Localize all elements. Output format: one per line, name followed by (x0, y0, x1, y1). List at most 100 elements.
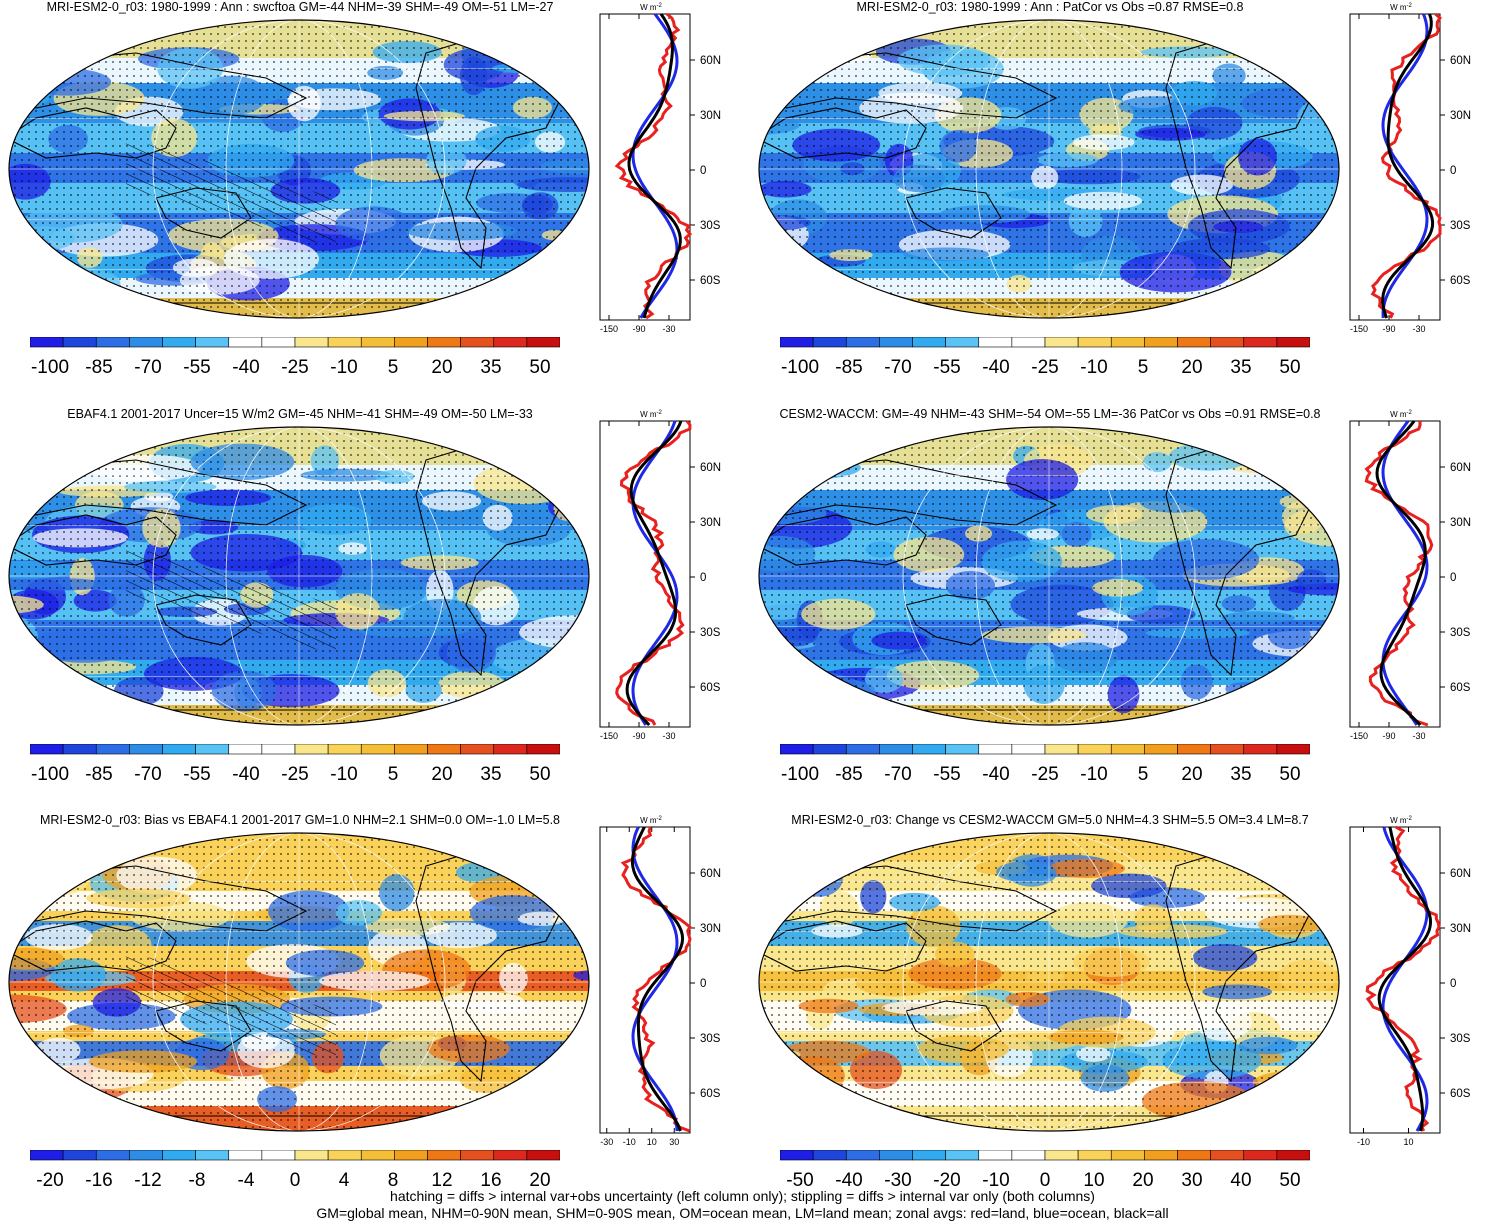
colorbar-label: -25 (281, 764, 308, 785)
colorbar-label: -70 (884, 357, 911, 378)
colorbar-swatch (62, 1150, 97, 1161)
colorbar-label: -25 (1031, 357, 1058, 378)
zonal-curve-ocean (631, 826, 679, 1132)
colorbar-label: 20 (1181, 357, 1202, 378)
colorbar-swatch (1077, 744, 1112, 755)
colorbar: -100 -85 -70 -55 -40 -25 -10 5 20 35 50 (30, 337, 560, 378)
zonal-units-label: W m-2 (640, 410, 662, 419)
colorbar-swatch (526, 337, 560, 348)
colorbar-label: 20 (431, 357, 452, 378)
colorbar-swatch (945, 1150, 980, 1161)
colorbar-label: -55 (183, 357, 210, 378)
latitude-label: 60N (1450, 55, 1471, 67)
zonal-x-tick-label: 10 (1403, 1137, 1413, 1147)
colorbar-swatch (493, 744, 528, 755)
colorbar-swatch (327, 337, 362, 348)
world-map (8, 426, 590, 726)
colorbar-label: 35 (480, 357, 501, 378)
zonal-curve-land (614, 12, 693, 320)
colorbar-swatch (1110, 744, 1145, 755)
colorbar-swatch (1243, 744, 1278, 755)
latitude-label: 0 (1450, 165, 1456, 177)
colorbar-swatch (1044, 337, 1079, 348)
colorbar-label: 20 (1132, 1170, 1153, 1191)
colorbar: -100 -85 -70 -55 -40 -25 -10 5 20 35 50 (780, 337, 1310, 378)
colorbar: -100 -85 -70 -55 -40 -25 -10 5 20 35 50 (780, 744, 1310, 785)
latitude-label: 0 (700, 572, 706, 584)
panel-title: EBAF4.1 2001-2017 Uncer=15 W/m2 GM=-45 N… (67, 407, 533, 421)
zonal-curve-ocean (631, 420, 679, 726)
colorbar-label: -100 (781, 764, 819, 785)
colorbar-label: -10 (982, 1170, 1009, 1191)
colorbar-label: 30 (1181, 1170, 1202, 1191)
colorbar-swatch (1210, 337, 1245, 348)
colorbar-swatch (327, 1150, 362, 1161)
colorbar-swatch (493, 337, 528, 348)
colorbar-label: 50 (1279, 764, 1300, 785)
colorbar-label: 5 (388, 357, 399, 378)
world-map (758, 832, 1340, 1132)
colorbar-label: 50 (1279, 357, 1300, 378)
colorbar-swatch (1276, 337, 1310, 348)
zonal-mean-plot: W m-2 -150 -90 -30 60N 30N 0 30S 60S (599, 410, 721, 741)
colorbar-label: -55 (933, 357, 960, 378)
footer-line-1: hatching = diffs > internal var+obs unce… (390, 1188, 1095, 1204)
colorbar-swatch (912, 1150, 946, 1161)
latitude-label: 30S (1450, 220, 1471, 232)
latitude-label: 30S (1450, 627, 1471, 639)
zonal-x-tick-label: -10 (1357, 1137, 1370, 1147)
zonal-x-tick-label: -150 (600, 731, 618, 741)
latitude-label: 30N (1450, 517, 1471, 529)
colorbar-swatch (360, 744, 395, 755)
colorbar-swatch (945, 744, 980, 755)
colorbar-swatch (1144, 744, 1178, 755)
colorbar-label: -40 (232, 357, 259, 378)
colorbar-swatch (195, 744, 230, 755)
zonal-x-tick-label: -30 (600, 1137, 613, 1147)
world-map (758, 426, 1340, 726)
colorbar-label: -70 (884, 764, 911, 785)
colorbar-swatch (1276, 1150, 1310, 1161)
colorbar-swatch (1144, 337, 1178, 348)
colorbar-label: -25 (1031, 764, 1058, 785)
panel-3: CESM2-WACCM: GM=-49 NHM=-43 SHM=-54 OM=-… (750, 407, 1485, 812)
zonal-curve-land (1365, 825, 1441, 1132)
colorbar-label: 35 (1230, 764, 1251, 785)
zonal-curve-all (1377, 826, 1433, 1132)
colorbar-swatch (845, 1150, 880, 1161)
colorbar-swatch (195, 337, 230, 348)
zonal-curve-ocean (1381, 826, 1429, 1132)
colorbar-label: -40 (982, 764, 1009, 785)
colorbar-label: -10 (1080, 764, 1107, 785)
colorbar-swatch (978, 337, 1013, 348)
latitude-label: 60S (1450, 1088, 1471, 1100)
latitude-label: 60N (1450, 462, 1471, 474)
panel-title: CESM2-WACCM: GM=-49 NHM=-43 SHM=-54 OM=-… (779, 407, 1321, 421)
latitude-label: 30N (1450, 923, 1471, 935)
colorbar-swatch (460, 744, 495, 755)
colorbar-label: -40 (982, 357, 1009, 378)
zonal-curve-ocean (631, 13, 679, 319)
colorbar-label: -25 (281, 357, 308, 378)
colorbar-swatch (129, 744, 163, 755)
colorbar-swatch (1110, 1150, 1145, 1161)
latitude-label: 0 (1450, 572, 1456, 584)
colorbar-swatch (780, 744, 814, 755)
zonal-x-tick-label: -150 (600, 324, 618, 334)
zonal-curve-land (1370, 12, 1442, 319)
colorbar-swatch (812, 1150, 847, 1161)
latitude-label: 60S (700, 275, 721, 287)
latitude-label: 0 (700, 165, 706, 177)
colorbar-label: -10 (1080, 357, 1107, 378)
panel-title: MRI-ESM2-0_r03: Bias vs EBAF4.1 2001-201… (39, 813, 561, 827)
colorbar-swatch (360, 337, 395, 348)
colorbar-swatch (780, 1150, 814, 1161)
colorbar-swatch (195, 1150, 230, 1161)
colorbar-swatch (30, 337, 64, 348)
zonal-curve-all (625, 420, 683, 727)
latitude-label: 60N (700, 462, 721, 474)
colorbar-swatch (30, 744, 64, 755)
colorbar-swatch (812, 744, 847, 755)
zonal-x-tick-label: -150 (1350, 324, 1368, 334)
colorbar-swatch (294, 744, 329, 755)
